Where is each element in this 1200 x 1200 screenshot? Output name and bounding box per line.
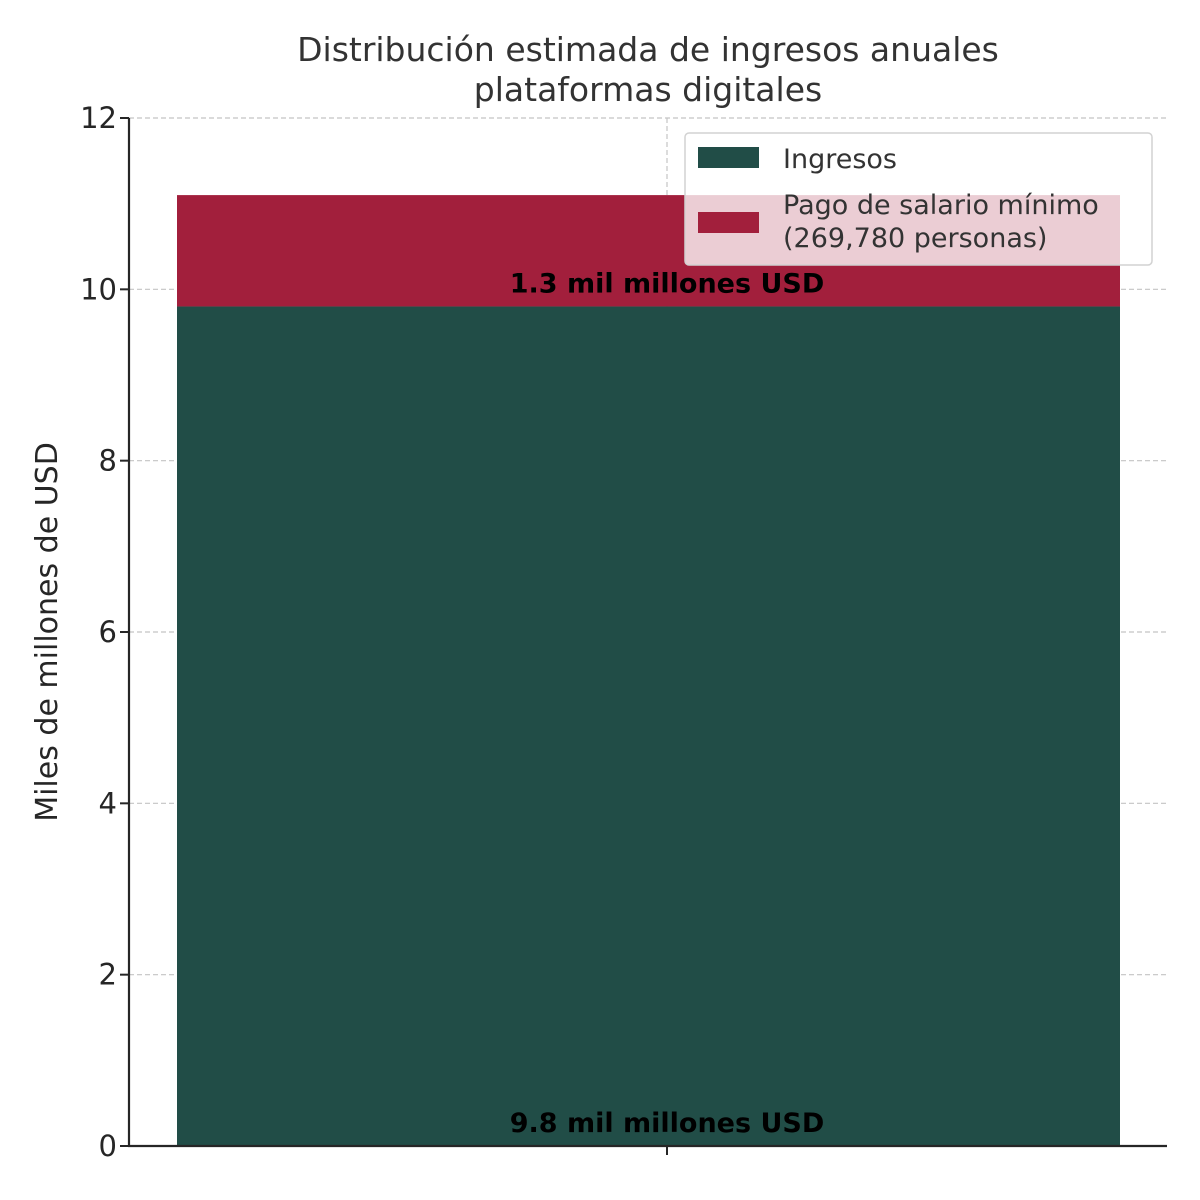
bar-segment-0 <box>177 306 1120 1146</box>
legend-swatch-0 <box>698 147 759 168</box>
data-label-1: 1.3 mil millones USD <box>510 268 825 299</box>
legend-label-1-1: (269,780 personas) <box>783 223 1047 254</box>
y-tick-label-4: 4 <box>99 786 117 820</box>
y-axis-label: Miles de millones de USD <box>30 442 65 822</box>
legend-swatch-1 <box>698 212 759 233</box>
y-tick-label-10: 10 <box>80 272 117 306</box>
y-tick-label-0: 0 <box>99 1129 117 1163</box>
bars <box>177 195 1120 1146</box>
y-tick-label-8: 8 <box>99 444 117 478</box>
data-label-0: 9.8 mil millones USD <box>510 1108 825 1139</box>
y-tick-label-2: 2 <box>99 958 117 992</box>
axes: 0 2 4 6 8 10 12 <box>80 101 1167 1163</box>
legend-label-0-0: Ingresos <box>783 144 897 175</box>
legend-label-1-0: Pago de salario mínimo <box>783 190 1099 221</box>
data-labels: 9.8 mil millones USD 1.3 mil millones USD <box>510 268 825 1139</box>
y-tick-label-12: 12 <box>80 101 117 135</box>
y-tick-label-6: 6 <box>99 615 117 649</box>
chart-title-line-1: Distribución estimada de ingresos anuale… <box>297 30 999 69</box>
chart-title-line-2: plataformas digitales <box>474 70 822 109</box>
legend-box <box>684 132 1153 266</box>
legend: Ingresos Pago de salario mínimo(269,780 p… <box>684 132 1153 266</box>
